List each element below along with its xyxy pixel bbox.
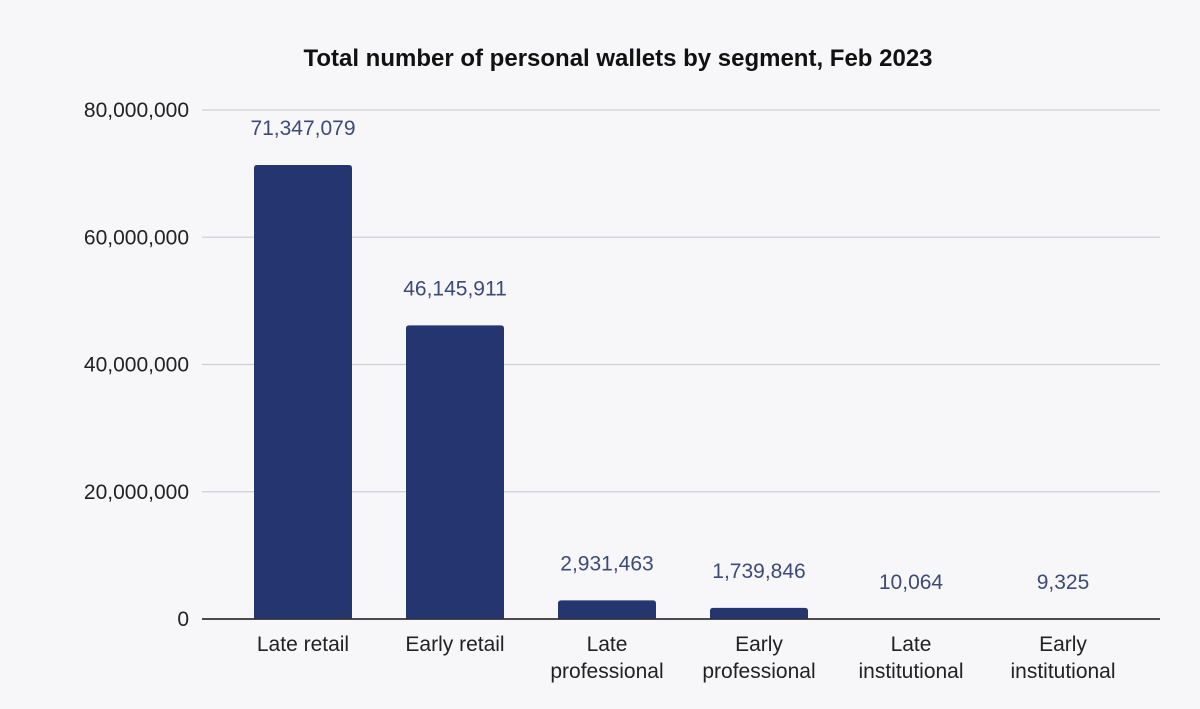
data-label: 9,325	[1037, 571, 1090, 594]
y-tick-label: 0	[177, 608, 189, 631]
x-tick-label: professional	[702, 660, 815, 683]
data-label: 10,064	[879, 571, 944, 594]
y-axis-ticks: 0 20,000,000 40,000,000 60,000,000 80,000,00…	[84, 99, 189, 631]
bar	[710, 607, 808, 619]
x-axis-ticks: Late retail Early retail Late professional E…	[257, 633, 1116, 683]
x-tick-label: professional	[550, 660, 663, 683]
chart-title: Total number of personal wallets by segm…	[303, 45, 932, 72]
x-tick-label: Early retail	[405, 633, 504, 656]
x-tick-label: Late	[891, 633, 932, 656]
bar	[558, 600, 656, 619]
data-labels: 71,347,079 46,145,911 2,931,463 1,739,846 10…	[250, 117, 1089, 594]
bar	[406, 325, 504, 619]
x-tick-label: institutional	[858, 660, 963, 683]
x-tick-label: institutional	[1010, 660, 1115, 683]
y-tick-label: 80,000,000	[84, 99, 189, 122]
data-label: 46,145,911	[403, 277, 507, 300]
bars	[202, 165, 1160, 620]
x-tick-label: Early	[735, 633, 783, 656]
data-label: 1,739,846	[712, 560, 805, 583]
x-tick-label: Late retail	[257, 633, 349, 656]
bar	[254, 165, 352, 620]
y-tick-label: 40,000,000	[84, 354, 189, 377]
x-tick-label: Early	[1039, 633, 1087, 656]
y-tick-label: 20,000,000	[84, 481, 189, 504]
data-label: 2,931,463	[560, 552, 653, 575]
data-label: 71,347,079	[250, 117, 355, 140]
x-tick-label: Late	[587, 633, 628, 656]
y-tick-label: 60,000,000	[84, 226, 189, 249]
